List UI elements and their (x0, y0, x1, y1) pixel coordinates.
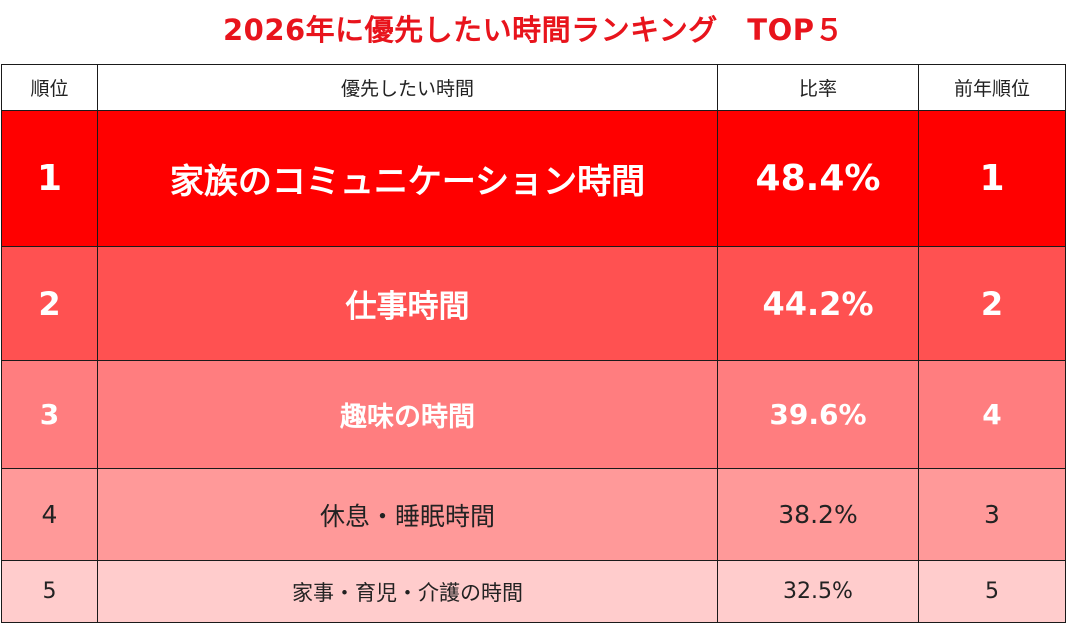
header-rank: 順位 (1, 64, 98, 111)
prev-rank-cell: 4 (918, 360, 1066, 469)
item-cell: 休息・睡眠時間 (97, 468, 718, 561)
table-row: 2 仕事時間 44.2% 2 (1, 246, 1066, 361)
ratio-cell: 38.2% (717, 468, 919, 561)
item-cell: 趣味の時間 (97, 360, 718, 469)
page-title: 2026年に優先したい時間ランキング TOP５ (222, 13, 845, 47)
rank-cell: 4 (1, 468, 98, 561)
prev-rank-cell: 5 (918, 560, 1066, 623)
rank-cell: 2 (1, 246, 98, 361)
prev-rank-cell: 2 (918, 246, 1066, 361)
prev-rank-cell: 1 (918, 110, 1066, 247)
item-cell: 家事・育児・介護の時間 (97, 560, 718, 623)
item-cell: 仕事時間 (97, 246, 718, 361)
header-ratio: 比率 (717, 64, 919, 111)
table-row: 5 家事・育児・介護の時間 32.5% 5 (1, 560, 1066, 623)
prev-rank-cell: 3 (918, 468, 1066, 561)
table-header-row: 順位 優先したい時間 比率 前年順位 (1, 64, 1066, 111)
header-item: 優先したい時間 (97, 64, 718, 111)
ratio-cell: 48.4% (717, 110, 919, 247)
header-prev-rank: 前年順位 (918, 64, 1066, 111)
rank-cell: 3 (1, 360, 98, 469)
rank-cell: 1 (1, 110, 98, 247)
ratio-cell: 32.5% (717, 560, 919, 623)
table-row: 1 家族のコミュニケーション時間 48.4% 1 (1, 110, 1066, 247)
ratio-cell: 44.2% (717, 246, 919, 361)
ranking-table: 順位 優先したい時間 比率 前年順位 1 家族のコミュニケーション時間 48.4… (1, 64, 1066, 623)
ratio-cell: 39.6% (717, 360, 919, 469)
table-row: 3 趣味の時間 39.6% 4 (1, 360, 1066, 469)
table-row: 4 休息・睡眠時間 38.2% 3 (1, 468, 1066, 561)
rank-cell: 5 (1, 560, 98, 623)
item-cell: 家族のコミュニケーション時間 (97, 110, 718, 247)
